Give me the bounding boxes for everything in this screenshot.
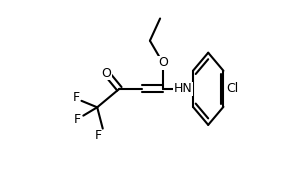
Text: O: O [158, 56, 168, 69]
Text: HN: HN [174, 82, 193, 95]
Text: Cl: Cl [226, 82, 238, 95]
Text: F: F [94, 130, 102, 142]
Text: F: F [74, 113, 81, 126]
Text: O: O [102, 67, 111, 80]
Text: F: F [72, 91, 80, 104]
